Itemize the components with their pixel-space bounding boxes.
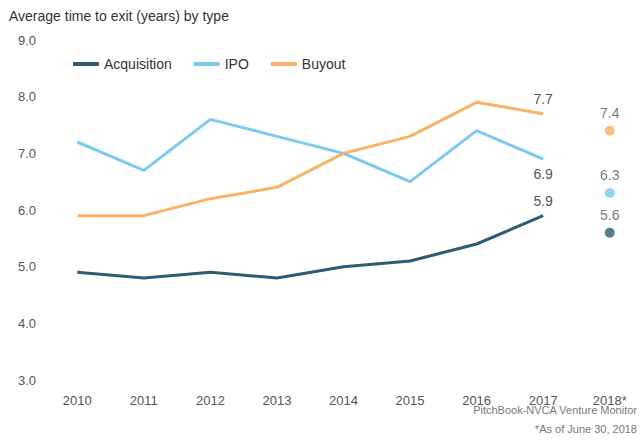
- svg-text:2014: 2014: [329, 393, 358, 408]
- svg-text:2018*: 2018*: [593, 393, 627, 408]
- svg-text:5.6: 5.6: [600, 207, 620, 223]
- svg-text:3.0: 3.0: [18, 373, 36, 388]
- svg-text:5.9: 5.9: [533, 193, 553, 209]
- svg-text:4.0: 4.0: [18, 316, 36, 331]
- svg-text:PitchBook-NVCA Venture Monitor: PitchBook-NVCA Venture Monitor: [473, 403, 637, 416]
- svg-text:7.7: 7.7: [533, 91, 553, 107]
- svg-text:IPO: IPO: [225, 56, 249, 72]
- svg-text:2010: 2010: [63, 393, 92, 408]
- svg-text:6.9: 6.9: [533, 166, 553, 182]
- svg-text:6.0: 6.0: [18, 203, 36, 218]
- svg-text:2013: 2013: [262, 393, 291, 408]
- svg-text:7.0: 7.0: [18, 146, 36, 161]
- svg-text:*As of June 30, 2018: *As of June 30, 2018: [535, 423, 637, 435]
- svg-text:2015: 2015: [396, 393, 425, 408]
- svg-text:Acquisition: Acquisition: [104, 56, 172, 72]
- svg-text:5.0: 5.0: [18, 259, 36, 274]
- svg-text:2011: 2011: [130, 393, 158, 408]
- svg-text:Average time to exit (years) b: Average time to exit (years) by type: [9, 8, 229, 24]
- svg-text:8.0: 8.0: [18, 89, 36, 104]
- svg-text:9.0: 9.0: [18, 33, 36, 48]
- svg-text:2016: 2016: [462, 393, 491, 408]
- svg-text:2017: 2017: [529, 393, 558, 408]
- svg-text:2012: 2012: [196, 393, 225, 408]
- svg-text:Buyout: Buyout: [302, 56, 346, 72]
- svg-text:6.3: 6.3: [600, 167, 620, 183]
- svg-text:7.4: 7.4: [600, 105, 620, 121]
